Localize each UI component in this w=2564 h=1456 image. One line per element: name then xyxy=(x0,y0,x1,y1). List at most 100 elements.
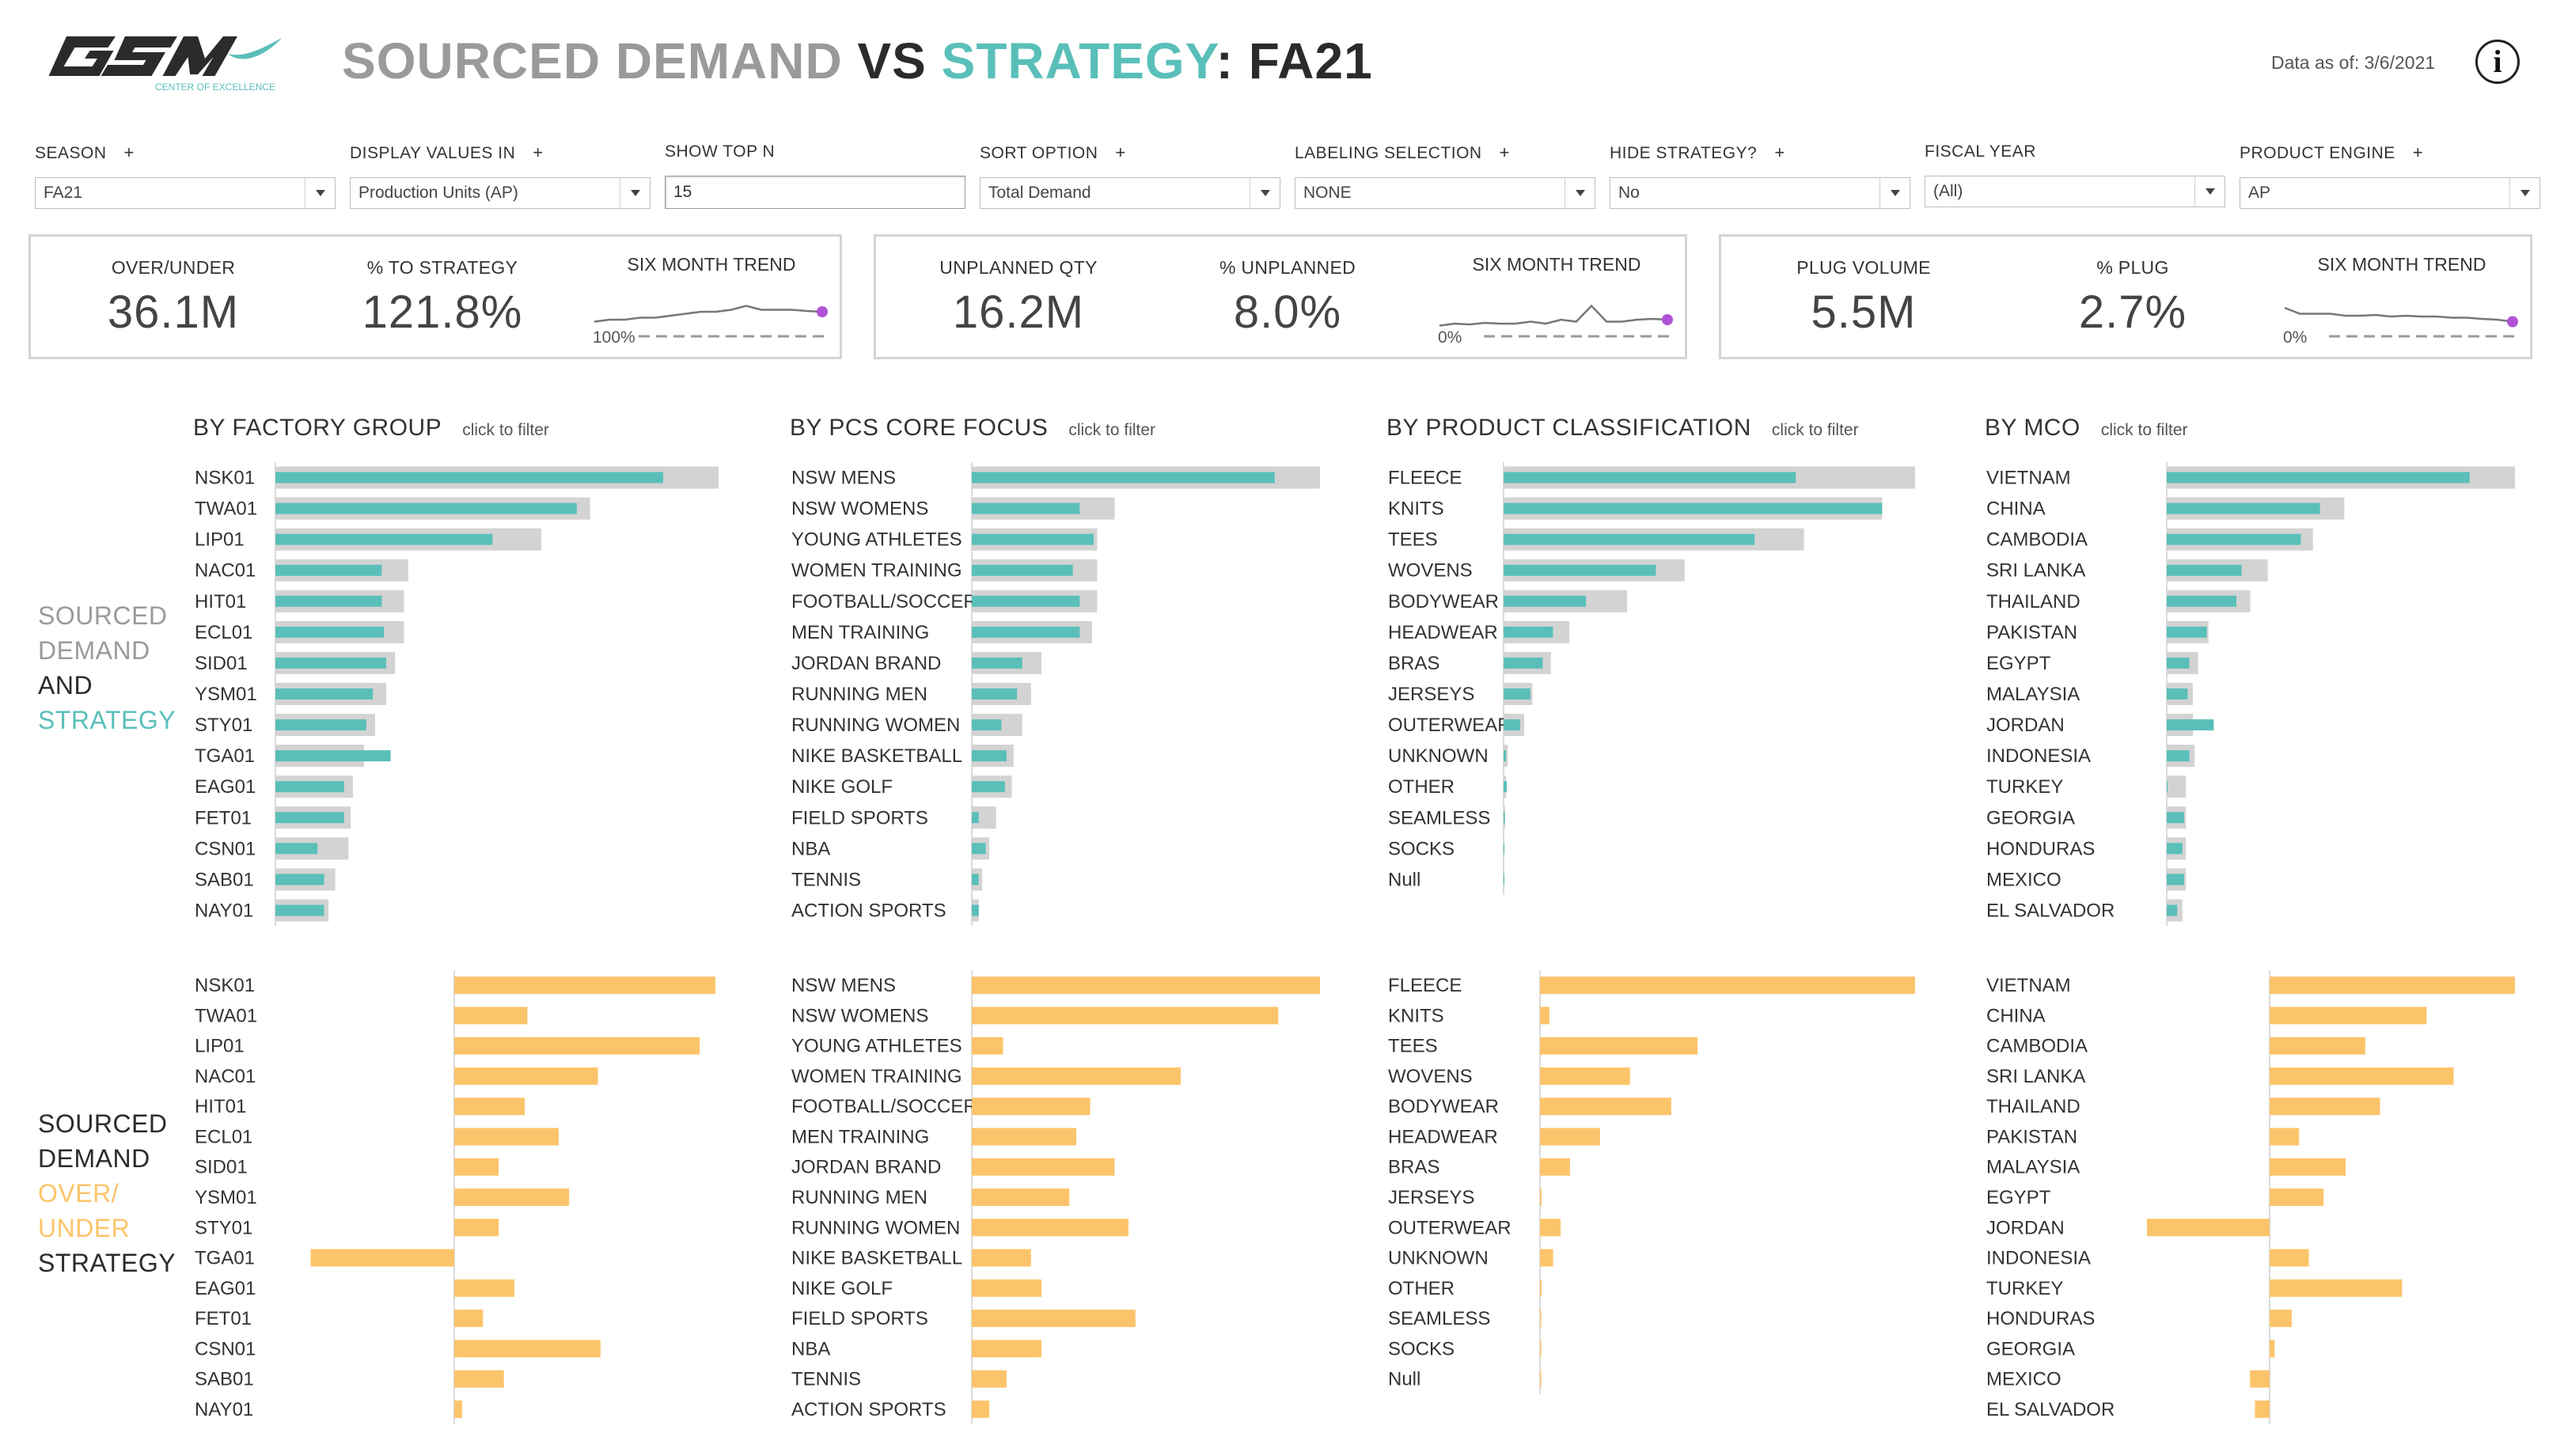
category-label[interactable]: SEAMLESS xyxy=(1388,807,1490,828)
category-label[interactable]: NIKE GOLF xyxy=(791,1278,893,1299)
category-label[interactable]: WOVENS xyxy=(1388,1066,1473,1087)
category-label[interactable]: LIP01 xyxy=(195,529,245,551)
over-under-bar[interactable] xyxy=(454,1400,462,1418)
over-under-bar[interactable] xyxy=(2270,1340,2275,1358)
category-label[interactable]: RUNNING WOMEN xyxy=(791,715,960,736)
category-label[interactable]: YSM01 xyxy=(195,684,257,705)
category-label[interactable]: PAKISTAN xyxy=(1986,1126,2077,1147)
over-under-bar[interactable] xyxy=(1540,1128,1600,1146)
demand-bar[interactable] xyxy=(1504,564,1656,576)
filter-dropdown[interactable]: Total Demand xyxy=(980,177,1280,209)
over-under-chart[interactable]: FLEECE KNITS TEES WOVENS BODYWEAR HEADWEAR BRA… xyxy=(1386,970,1956,1424)
category-label[interactable]: TENNIS xyxy=(791,1369,861,1390)
over-under-bar[interactable] xyxy=(454,1310,484,1328)
kpi-panel-2[interactable]: PLUG VOLUME 5.5M % PLUG 2.7% SIX MONTH TREND… xyxy=(1719,234,2532,359)
category-label[interactable]: TURKEY xyxy=(1986,776,2063,798)
category-label[interactable]: CHINA xyxy=(1986,1005,2046,1026)
demand-bar[interactable] xyxy=(275,472,663,483)
demand-bar[interactable] xyxy=(972,564,1073,576)
over-under-bar[interactable] xyxy=(1540,1189,1542,1206)
category-label[interactable]: OTHER xyxy=(1388,776,1455,798)
category-label[interactable]: SEAMLESS xyxy=(1388,1308,1490,1329)
over-under-bar[interactable] xyxy=(972,1370,1007,1388)
over-under-bar[interactable] xyxy=(972,1279,1041,1297)
demand-bar[interactable] xyxy=(275,874,324,885)
over-under-bar[interactable] xyxy=(454,1037,700,1055)
category-label[interactable]: TWA01 xyxy=(195,1005,257,1026)
demand-bar[interactable] xyxy=(1504,533,1755,545)
over-under-bar[interactable] xyxy=(454,1189,570,1206)
category-label[interactable]: FIELD SPORTS xyxy=(791,1308,928,1329)
over-under-bar[interactable] xyxy=(2147,1219,2270,1237)
demand-bar[interactable] xyxy=(1504,626,1553,638)
category-label[interactable]: YOUNG ATHLETES xyxy=(791,1036,962,1057)
info-icon[interactable]: i xyxy=(2475,40,2520,84)
over-under-bar[interactable] xyxy=(2270,1310,2292,1328)
demand-bar[interactable] xyxy=(275,595,382,607)
over-under-bar[interactable] xyxy=(1540,1037,1698,1055)
over-under-bar[interactable] xyxy=(2270,1067,2454,1085)
category-label[interactable]: SAB01 xyxy=(195,1369,254,1390)
demand-bar[interactable] xyxy=(972,688,1018,700)
over-under-bar[interactable] xyxy=(1540,1249,1553,1267)
category-label[interactable]: SOCKS xyxy=(1388,838,1455,859)
filter-dropdown[interactable]: AP xyxy=(2240,177,2540,209)
category-label[interactable]: VIETNAM xyxy=(1986,975,2071,996)
kpi-panel-0[interactable]: OVER/UNDER 36.1M % TO STRATEGY 121.8% SIX MO… xyxy=(28,234,842,359)
category-label[interactable]: NIKE GOLF xyxy=(791,776,893,798)
demand-vs-strategy-chart[interactable]: VIETNAM CHINA CAMBODIA SRI LANKA THAILAND PAK… xyxy=(1985,462,2555,926)
category-label[interactable]: GEORGIA xyxy=(1986,1338,2075,1359)
category-label[interactable]: KNITS xyxy=(1388,499,1444,520)
filter-plus-icon[interactable]: + xyxy=(1115,142,1126,162)
category-label[interactable]: CSN01 xyxy=(195,838,256,859)
demand-bar[interactable] xyxy=(2167,781,2168,793)
over-under-bar[interactable] xyxy=(454,1279,514,1297)
over-under-bar[interactable] xyxy=(2255,1400,2270,1418)
demand-bar[interactable] xyxy=(972,812,979,824)
category-label[interactable]: CHINA xyxy=(1986,499,2046,520)
over-under-bar[interactable] xyxy=(2270,1098,2380,1116)
over-under-bar[interactable] xyxy=(454,1340,601,1358)
demand-bar[interactable] xyxy=(2167,688,2188,700)
category-label[interactable]: SAB01 xyxy=(195,869,254,890)
demand-bar[interactable] xyxy=(972,781,1005,793)
click-to-filter-hint[interactable]: click to filter xyxy=(2100,421,2188,439)
filter-dropdown[interactable]: FA21 xyxy=(35,177,336,209)
category-label[interactable]: LIP01 xyxy=(195,1036,245,1057)
demand-bar[interactable] xyxy=(275,533,493,545)
chevron-down-icon[interactable] xyxy=(620,178,650,208)
chevron-down-icon[interactable] xyxy=(1250,178,1280,208)
click-to-filter-hint[interactable]: click to filter xyxy=(1068,421,1156,439)
category-label[interactable]: NSK01 xyxy=(195,975,255,996)
category-label[interactable]: OUTERWEAR xyxy=(1388,715,1511,736)
category-label[interactable]: EL SALVADOR xyxy=(1986,900,2115,921)
category-label[interactable]: MEN TRAINING xyxy=(791,622,929,643)
demand-bar[interactable] xyxy=(2167,750,2190,762)
category-label[interactable]: JORDAN BRAND xyxy=(791,1157,941,1178)
category-label[interactable]: NAY01 xyxy=(195,900,253,921)
chevron-down-icon[interactable] xyxy=(305,178,335,208)
chevron-down-icon[interactable] xyxy=(1565,178,1595,208)
category-label[interactable]: BRAS xyxy=(1388,653,1439,674)
over-under-bar[interactable] xyxy=(1540,1310,1542,1328)
category-label[interactable]: EAG01 xyxy=(195,776,256,798)
category-label[interactable]: NSW WOMENS xyxy=(791,499,928,520)
demand-bar[interactable] xyxy=(275,843,318,855)
category-label[interactable]: SRI LANKA xyxy=(1986,1066,2085,1087)
demand-bar[interactable] xyxy=(1504,812,1505,824)
category-label[interactable]: NSW MENS xyxy=(791,468,896,489)
demand-bar[interactable] xyxy=(972,904,979,916)
demand-bar[interactable] xyxy=(972,472,1275,483)
demand-vs-strategy-chart[interactable]: FLEECE KNITS TEES WOVENS BODYWEAR HEADWEAR BRA… xyxy=(1386,462,1956,926)
filter-dropdown[interactable]: Production Units (AP) xyxy=(350,177,650,209)
category-label[interactable]: OTHER xyxy=(1388,1278,1455,1299)
category-label[interactable]: FLEECE xyxy=(1388,975,1462,996)
category-label[interactable]: NIKE BASKETBALL xyxy=(791,1248,962,1269)
over-under-bar[interactable] xyxy=(2270,1189,2324,1206)
demand-bar[interactable] xyxy=(1504,688,1530,700)
over-under-bar[interactable] xyxy=(972,1189,1070,1206)
chevron-down-icon[interactable] xyxy=(1879,178,1910,208)
category-label[interactable]: JORDAN BRAND xyxy=(791,653,941,674)
over-under-bar[interactable] xyxy=(972,1098,1090,1116)
category-label[interactable]: NSW MENS xyxy=(791,975,896,996)
